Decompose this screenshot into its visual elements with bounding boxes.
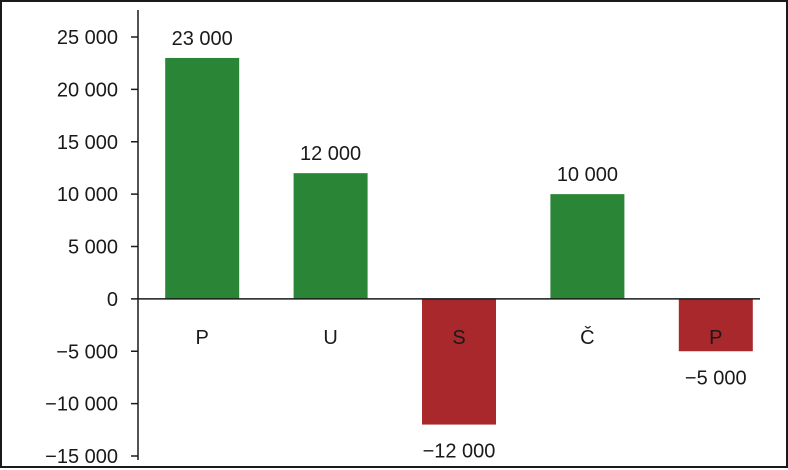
- bar: [422, 298, 496, 425]
- category-label: U: [323, 327, 337, 349]
- category-label: S: [452, 327, 465, 349]
- category-label: Č: [580, 326, 594, 349]
- bar: [165, 57, 240, 299]
- data-label: 23 000: [172, 28, 233, 50]
- data-label: −5 000: [685, 367, 747, 389]
- y-tick-label: −5 000: [56, 341, 118, 363]
- y-tick-label: −15 000: [45, 446, 118, 468]
- y-tick-label: −10 000: [45, 394, 118, 416]
- category-label: P: [196, 327, 209, 349]
- y-tick-label: 5 000: [68, 237, 118, 259]
- data-label: 12 000: [300, 143, 361, 165]
- category-label: P: [709, 327, 722, 349]
- data-label: −12 000: [423, 441, 496, 463]
- bar: [550, 194, 625, 299]
- y-tick-label: 10 000: [57, 184, 118, 206]
- data-label: 10 000: [557, 164, 618, 186]
- y-tick-label: 20 000: [57, 79, 118, 101]
- bar: [293, 173, 368, 299]
- y-tick-label: 25 000: [57, 27, 118, 49]
- y-tick-label: 0: [107, 289, 118, 311]
- y-tick-label: 15 000: [57, 132, 118, 154]
- bar: [678, 298, 753, 352]
